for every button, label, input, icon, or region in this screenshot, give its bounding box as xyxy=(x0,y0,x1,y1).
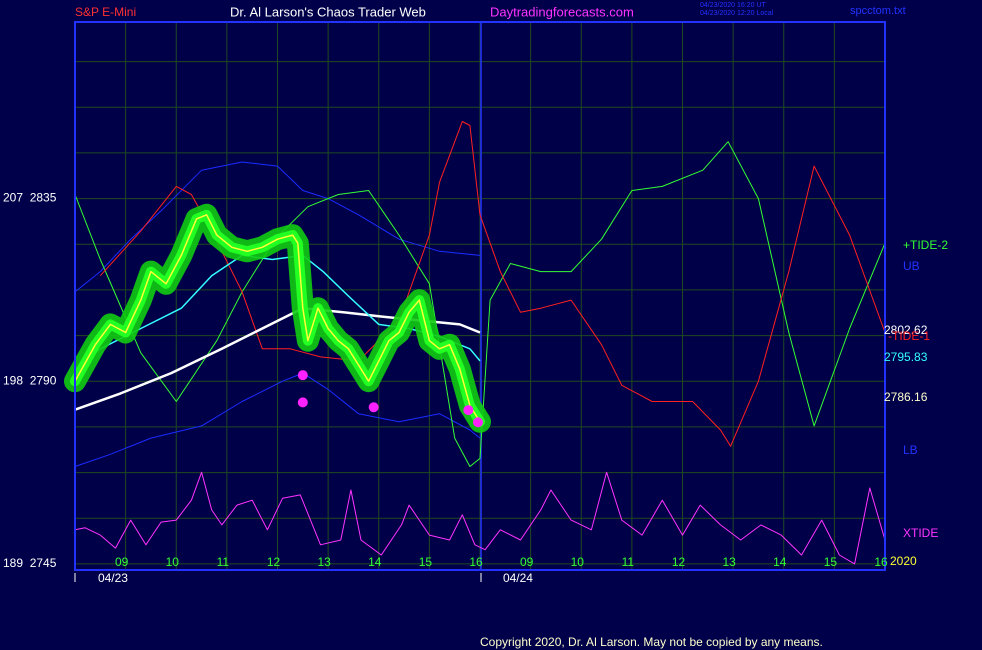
x-tick-label: 09 xyxy=(115,555,129,569)
signal-dot xyxy=(368,402,379,413)
series-line xyxy=(74,214,481,423)
signal-dot xyxy=(463,405,474,416)
timestamp: 04/23/2020 16:20 UT xyxy=(700,2,766,9)
x-tick-label: 12 xyxy=(267,555,281,569)
x-tick-label: 14 xyxy=(773,555,787,569)
x-tick-label: 16 xyxy=(469,555,483,569)
series-line xyxy=(99,121,886,447)
file-name: spcctom.txt xyxy=(850,5,906,17)
right-label: 2786.16 xyxy=(884,390,928,404)
signal-dot xyxy=(297,397,308,408)
y-tick-label: 207 2835 xyxy=(3,191,57,205)
right-label: +TIDE-2 xyxy=(903,238,948,252)
right-label: LB xyxy=(903,443,918,457)
y-tick-label: 198 2790 xyxy=(3,373,57,387)
x-tick-label: 11 xyxy=(622,555,635,569)
signal-dot xyxy=(472,417,483,428)
right-label: 2795.83 xyxy=(884,350,928,364)
series-line xyxy=(74,161,481,293)
right-label: UB xyxy=(903,259,920,273)
x-tick-label: 10 xyxy=(571,555,585,569)
right-label: 2802.62 xyxy=(884,323,928,337)
lines xyxy=(64,121,886,565)
x-tick-label: 16 xyxy=(874,555,888,569)
series-line xyxy=(74,141,886,467)
plot-frame xyxy=(74,21,886,571)
date-label: 04/23 xyxy=(98,571,128,585)
date-label: 04/24 xyxy=(503,571,533,585)
x-tick-label: 13 xyxy=(722,555,736,569)
y-tick-label: 189 2745 xyxy=(3,556,57,570)
x-tick-label: 10 xyxy=(166,555,180,569)
labels: 207 2835 198 2790 189 2745 09 10 11 12 13 14 15 16… xyxy=(3,2,948,649)
site: Daytradingforecasts.com xyxy=(490,4,634,19)
x-tick-label: 12 xyxy=(672,555,686,569)
timestamp: 04/23/2020 12:20 Local xyxy=(700,10,774,17)
x-tick-label: 09 xyxy=(520,555,534,569)
right-label: XTIDE xyxy=(903,526,938,540)
grid xyxy=(75,22,886,570)
x-tick-label: 15 xyxy=(824,555,838,569)
x-tick-label: 11 xyxy=(217,555,230,569)
right-label: -TIDE-1 xyxy=(888,329,930,343)
x-tick-label: 14 xyxy=(368,555,382,569)
x-tick-label: 13 xyxy=(317,555,331,569)
copyright: Copyright 2020, Dr. Al Larson. May not b… xyxy=(480,635,823,649)
title: Dr. Al Larson's Chaos Trader Web xyxy=(230,4,426,19)
signal-dot xyxy=(297,370,308,381)
series-line xyxy=(74,471,886,565)
right-label: 2020 xyxy=(890,554,917,568)
x-tick-label: 15 xyxy=(419,555,433,569)
symbol: S&P E-Mini xyxy=(75,5,136,19)
